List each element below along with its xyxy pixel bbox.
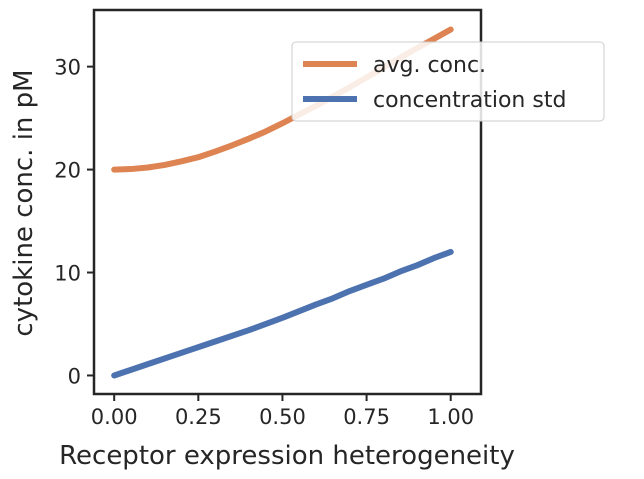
y-axis-ticks: 0 10 20 30	[54, 56, 94, 388]
x-tick-label: 0.25	[175, 405, 222, 429]
x-tick-label: 0.00	[91, 405, 138, 429]
legend: avg. conc. concentration std	[291, 41, 605, 122]
x-axis-label: Receptor expression heterogeneity	[59, 441, 515, 471]
series-line-concentration-std	[111, 248, 454, 379]
y-axis-label: cytokine conc. in pM	[9, 69, 39, 336]
y-tick-label: 0	[68, 364, 81, 388]
legend-box	[291, 41, 605, 122]
x-tick-label: 1.00	[427, 405, 474, 429]
x-axis-ticks: 0.00 0.25 0.50 0.75 1.00	[91, 394, 474, 429]
plot-frame	[92, 8, 483, 396]
y-tick-label: 20	[54, 159, 81, 183]
legend-label-avg-conc: avg. conc.	[373, 53, 486, 78]
legend-label-concentration-std: concentration std	[373, 88, 566, 113]
y-tick-label: 30	[54, 56, 81, 80]
y-tick-label: 10	[54, 262, 81, 286]
x-tick-label: 0.75	[343, 405, 390, 429]
x-tick-label: 0.50	[259, 405, 306, 429]
